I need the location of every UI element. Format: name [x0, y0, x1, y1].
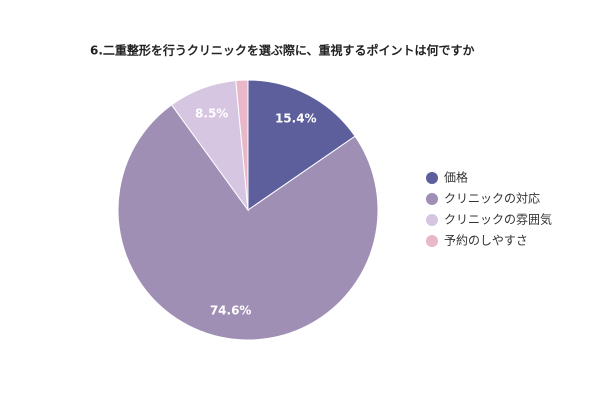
legend-label: クリニックの雰囲気: [444, 212, 552, 227]
pie-slice: [235, 79, 249, 211]
pie-slice: [117, 104, 379, 341]
pie-slice: [247, 79, 356, 211]
legend-marker: [426, 235, 438, 247]
data-label: 74.6%: [210, 304, 252, 318]
data-label: 8.5%: [195, 106, 228, 120]
legend-marker: [426, 193, 438, 205]
legend-label: 価格: [444, 170, 468, 185]
legend-marker: [426, 172, 438, 184]
data-label: 15.4%: [275, 112, 317, 126]
legend-label: クリニックの対応: [444, 192, 540, 206]
legend-marker: [426, 214, 438, 226]
legend-label: 予約のしやすさ: [444, 233, 528, 248]
chart-title: 6.二重整形を行うクリニックを選ぶ際に、重視するポイントは何ですか: [90, 43, 475, 58]
